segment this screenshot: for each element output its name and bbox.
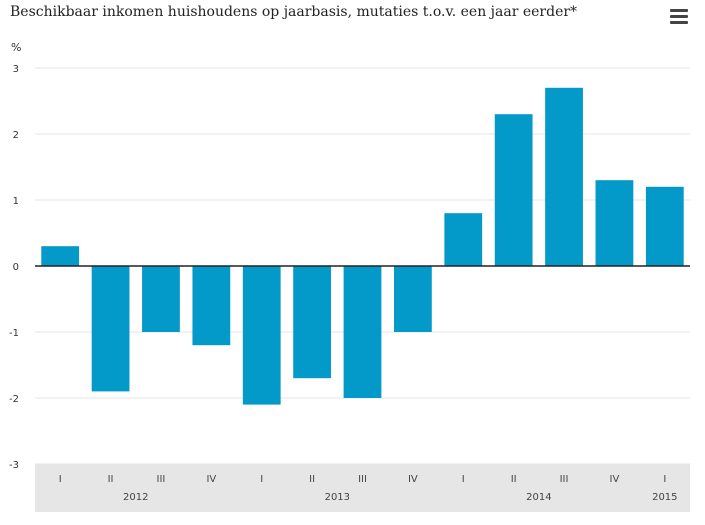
y-tick-label: 1 bbox=[13, 196, 19, 207]
x-tick-label: I bbox=[462, 474, 465, 485]
bar bbox=[41, 246, 80, 266]
bar bbox=[293, 266, 332, 379]
bar bbox=[343, 266, 382, 398]
x-year-label: 2015 bbox=[652, 492, 677, 503]
x-year-label: 2012 bbox=[123, 492, 148, 503]
y-tick-label: 3 bbox=[13, 64, 19, 75]
hamburger-menu-icon[interactable] bbox=[670, 9, 688, 25]
bar bbox=[545, 87, 583, 266]
bar bbox=[242, 266, 281, 405]
x-tick-label: IV bbox=[206, 474, 216, 485]
x-tick-label: IV bbox=[408, 474, 418, 485]
x-tick-label: II bbox=[108, 474, 114, 485]
x-axis-band bbox=[35, 464, 690, 512]
x-year-label: 2014 bbox=[526, 492, 551, 503]
x-year-label: 2013 bbox=[325, 492, 350, 503]
bar bbox=[494, 114, 533, 266]
y-tick-label: -1 bbox=[9, 328, 19, 339]
bar bbox=[595, 180, 634, 266]
x-tick-label: III bbox=[560, 474, 569, 485]
x-tick-label: II bbox=[511, 474, 517, 485]
y-tick-label: -2 bbox=[9, 394, 19, 405]
x-tick-label: I bbox=[59, 474, 62, 485]
bar bbox=[192, 266, 231, 346]
x-tick-label: I bbox=[663, 474, 666, 485]
x-tick-label: I bbox=[260, 474, 263, 485]
bar bbox=[142, 266, 180, 332]
bar bbox=[444, 213, 483, 266]
y-axis-unit-label: % bbox=[11, 41, 21, 54]
x-tick-label: III bbox=[358, 474, 367, 485]
y-tick-label: 2 bbox=[13, 130, 19, 141]
x-tick-label: II bbox=[309, 474, 315, 485]
x-tick-label: IV bbox=[610, 474, 620, 485]
bar bbox=[393, 266, 432, 332]
chart-title: Beschikbaar inkomen huishoudens op jaarb… bbox=[10, 4, 578, 20]
x-tick-label: III bbox=[157, 474, 166, 485]
y-tick-label: -3 bbox=[9, 460, 19, 471]
bar bbox=[91, 266, 130, 392]
y-tick-label: 0 bbox=[13, 262, 19, 273]
bar bbox=[645, 186, 684, 266]
